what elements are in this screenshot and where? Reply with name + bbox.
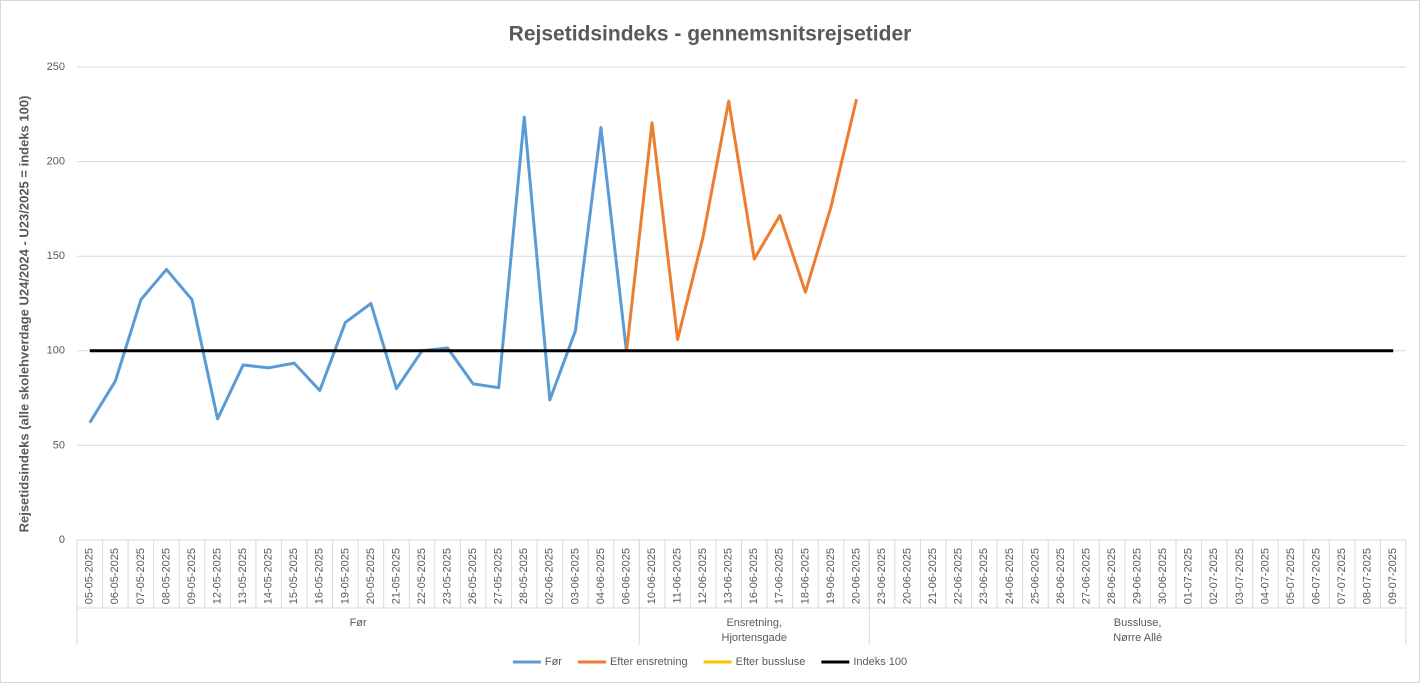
legend-label: Før [545, 656, 562, 668]
x-tick-label: 25-06-2025 [1029, 548, 1041, 604]
x-tick-label: 01-07-2025 [1183, 548, 1195, 604]
x-tick-label: 06-07-2025 [1310, 548, 1322, 604]
x-tick-label: 16-06-2025 [748, 548, 760, 604]
x-tick-label: 28-06-2025 [1106, 548, 1118, 604]
x-tick-label: 27-05-2025 [493, 548, 505, 604]
y-axis-label: Rejsetidsindeks (alle skolehverdage U24/… [16, 96, 31, 533]
x-tick-label: 09-05-2025 [186, 548, 198, 604]
x-tick-label: 24-06-2025 [1004, 548, 1016, 604]
group-label: Hjortensgade [722, 632, 787, 644]
x-tick-label: 14-05-2025 [263, 548, 275, 604]
y-tick-label: 100 [47, 345, 65, 357]
legend-label: Indeks 100 [853, 656, 907, 668]
x-tick-label: 04-06-2025 [595, 548, 607, 604]
x-tick-label: 16-05-2025 [314, 548, 326, 604]
x-tick-label: 29-06-2025 [1132, 548, 1144, 604]
x-tick-label: 13-05-2025 [237, 548, 249, 604]
chart-title: Rejsetidsindeks - gennemsnitsrejsetider [509, 23, 912, 46]
legend-label: Efter bussluse [736, 656, 806, 668]
y-tick-label: 250 [47, 61, 65, 73]
x-tick-label: 08-05-2025 [160, 548, 172, 604]
y-tick-label: 0 [59, 534, 65, 546]
y-tick-label: 50 [53, 439, 65, 451]
x-tick-label: 08-07-2025 [1362, 548, 1374, 604]
x-tick-label: 13-06-2025 [723, 548, 735, 604]
x-tick-label: 10-06-2025 [646, 548, 658, 604]
series-line [624, 98, 858, 352]
x-tick-label: 04-07-2025 [1259, 548, 1271, 604]
x-tick-label: 23-05-2025 [441, 548, 453, 604]
group-label: Ensretning, [726, 617, 782, 629]
legend-label: Efter ensretning [610, 656, 688, 668]
x-tick-label: 26-05-2025 [467, 548, 479, 604]
x-tick-label: 19-06-2025 [825, 548, 837, 604]
x-tick-label: 22-05-2025 [416, 548, 428, 604]
x-tick-label: 30-06-2025 [1157, 548, 1169, 604]
x-tick-label: 02-07-2025 [1208, 548, 1220, 604]
x-tick-label: 20-06-2025 [902, 548, 914, 604]
y-tick-label: 200 [47, 156, 65, 168]
x-tick-label: 21-05-2025 [390, 548, 402, 604]
x-tick-label: 27-06-2025 [1080, 548, 1092, 604]
x-tick-label: 11-06-2025 [672, 548, 684, 603]
x-tick-label: 28-05-2025 [518, 548, 530, 604]
x-tick-label: 12-06-2025 [697, 548, 709, 604]
x-tick-label: 23-06-2025 [876, 548, 888, 604]
x-tick-label: 02-06-2025 [544, 548, 556, 604]
x-tick-label: 06-06-2025 [620, 548, 632, 604]
x-tick-label: 07-07-2025 [1336, 548, 1348, 604]
series-line [88, 115, 628, 424]
x-tick-label: 06-05-2025 [109, 548, 121, 604]
x-tick-label: 05-05-2025 [84, 548, 96, 604]
x-tick-label: 19-05-2025 [339, 548, 351, 604]
x-tick-label: 23-06-2025 [978, 548, 990, 604]
group-label: Bussluse, [1114, 617, 1162, 629]
x-tick-label: 20-05-2025 [365, 548, 377, 604]
x-tick-label: 22-06-2025 [953, 548, 965, 604]
x-tick-label: 03-06-2025 [569, 548, 581, 604]
x-tick-label: 15-05-2025 [288, 548, 300, 604]
x-tick-label: 05-07-2025 [1285, 548, 1297, 604]
x-tick-label: 07-05-2025 [135, 548, 147, 604]
y-tick-label: 150 [47, 250, 65, 262]
x-tick-label: 12-05-2025 [211, 548, 223, 604]
x-tick-label: 26-06-2025 [1055, 548, 1067, 604]
group-label: Før [350, 617, 367, 629]
group-label: Nørre Allé [1113, 632, 1162, 644]
x-tick-label: 17-06-2025 [774, 548, 786, 604]
x-tick-label: 21-06-2025 [927, 548, 939, 604]
x-tick-label: 09-07-2025 [1387, 548, 1399, 604]
x-tick-label: 20-06-2025 [850, 548, 862, 604]
x-tick-label: 18-06-2025 [799, 548, 811, 604]
x-tick-label: 03-07-2025 [1234, 548, 1246, 604]
